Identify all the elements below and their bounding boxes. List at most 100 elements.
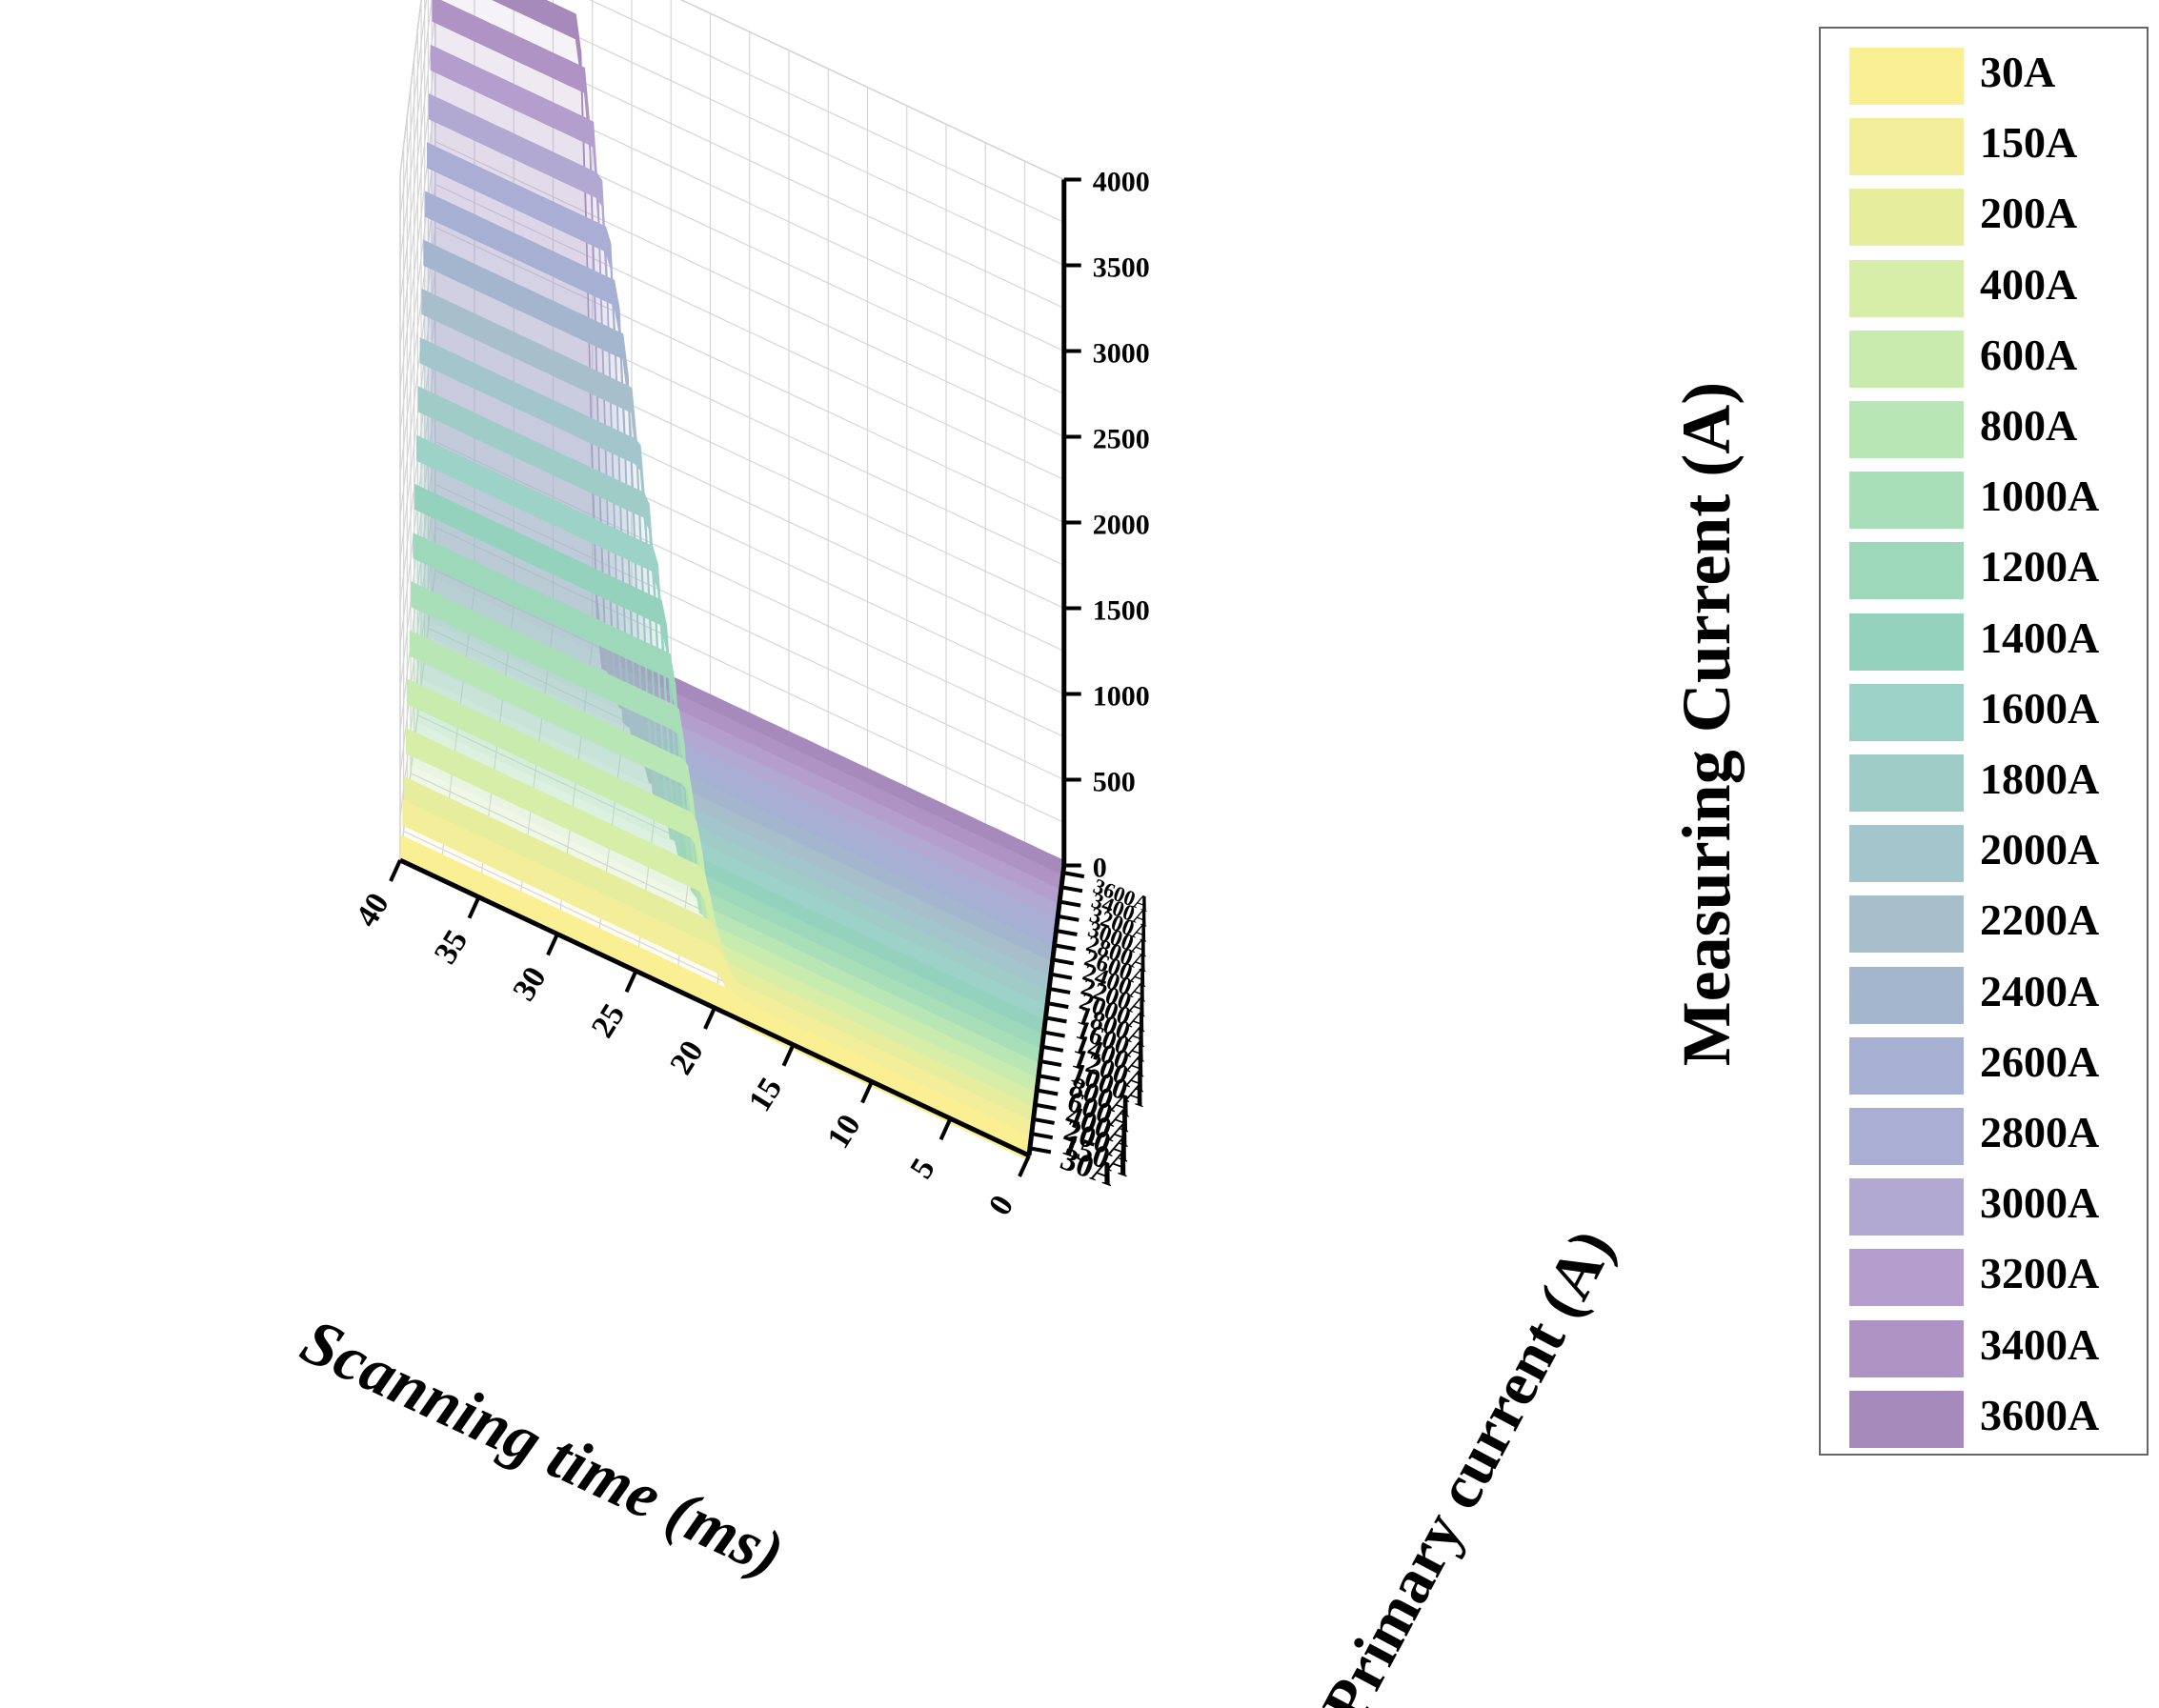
z-tick-label: 1500 — [1093, 595, 1150, 627]
legend-item: 2200A — [1821, 888, 2145, 956]
y-tick-mark — [1036, 1088, 1059, 1096]
legend-swatch — [1849, 259, 1964, 317]
series-curtain-2800A — [427, 155, 1057, 931]
x-axis-title: Scanning time (ms) — [291, 1304, 795, 1590]
y-tick-mark — [1045, 1015, 1067, 1024]
chart-legend: 30A 150A 200A 400A 600A 800A 1000A 1200A 1400A 16… — [1819, 27, 2149, 1456]
y-tick-mark — [1048, 986, 1071, 995]
legend-label: 3000A — [1980, 1178, 2100, 1228]
legend-label: 200A — [1980, 189, 2078, 238]
legend-swatch — [1849, 472, 1964, 530]
series-curtain-3000A — [429, 106, 1059, 916]
x-tick-label: 10 — [820, 1109, 867, 1155]
legend-swatch — [1849, 613, 1964, 671]
y-tick-mark — [1050, 972, 1073, 980]
y-tick-mark — [1056, 929, 1078, 936]
x-tick-label: 0 — [982, 1189, 1020, 1221]
y-tick-mark — [1031, 1132, 1054, 1140]
legend-label: 1800A — [1980, 754, 2100, 803]
grid-line — [399, 0, 1065, 267]
legend-label: 3400A — [1980, 1319, 2100, 1369]
legend-label: 400A — [1980, 259, 2078, 309]
y-axis-title: Primary current (A) — [1309, 1218, 1627, 1708]
y-tick-mark — [1043, 1030, 1065, 1038]
z-tick-label: 2500 — [1093, 424, 1150, 455]
legend-swatch — [1849, 754, 1964, 812]
x-tick-label: 35 — [428, 924, 474, 970]
x-tick-mark — [546, 933, 559, 956]
x-tick-label: 40 — [349, 887, 395, 933]
legend-item: 200A — [1821, 181, 2145, 250]
y-tick-mark — [1059, 899, 1081, 908]
legend-swatch — [1849, 1249, 1964, 1307]
legend-item: 1400A — [1821, 606, 2145, 674]
legend-swatch — [1849, 118, 1964, 176]
y-tick-mark — [1054, 943, 1077, 952]
legend-item: 3600A — [1821, 1383, 2145, 1452]
legend-item: 3000A — [1821, 1171, 2145, 1239]
y-tick-mark — [1060, 885, 1083, 894]
legend-swatch — [1849, 895, 1964, 954]
z-tick-label: 3000 — [1093, 338, 1150, 370]
legend-item: 2600A — [1821, 1030, 2145, 1098]
legend-label: 150A — [1980, 118, 2078, 168]
legend-item: 400A — [1821, 252, 2145, 321]
legend-label: 2800A — [1980, 1108, 2100, 1156]
x-tick-mark — [1018, 1155, 1031, 1177]
legend-label: 600A — [1980, 330, 2078, 379]
z-tick-label: 1000 — [1093, 681, 1150, 713]
legend-label: 1200A — [1980, 542, 2100, 592]
z-tick-label: 4000 — [1093, 167, 1150, 198]
legend-item: 3200A — [1821, 1241, 2145, 1310]
legend-swatch — [1849, 825, 1964, 883]
y-axis-line — [1026, 865, 1067, 1156]
legend-label: 2400A — [1980, 966, 2100, 1015]
series-curtain-400A — [406, 740, 1036, 1105]
legend-item: 600A — [1821, 323, 2145, 392]
legend-label: 1000A — [1980, 472, 2100, 521]
x-tick-label: 20 — [663, 1035, 710, 1080]
x-tick-mark — [781, 1043, 796, 1067]
x-tick-label: 30 — [506, 961, 553, 1007]
z-tick-label: 500 — [1093, 767, 1136, 798]
z-axis-title: Measuring Current (A) — [1668, 382, 1745, 1067]
y-tick-mark — [1046, 1001, 1069, 1010]
legend-item: 3400A — [1821, 1313, 2145, 1381]
legend-label: 1400A — [1980, 613, 2100, 662]
legend-swatch — [1849, 683, 1964, 741]
legend-item: 1200A — [1821, 534, 2145, 603]
legend-label: 2200A — [1980, 895, 2100, 945]
x-tick-mark — [467, 895, 481, 919]
legend-label: 2600A — [1980, 1036, 2100, 1086]
y-tick-mark — [1039, 1059, 1062, 1068]
legend-swatch — [1849, 1319, 1964, 1377]
legend-item: 2000A — [1821, 817, 2145, 886]
legend-swatch — [1849, 542, 1964, 600]
y-tick-mark — [1033, 1116, 1055, 1125]
legend-swatch — [1849, 966, 1964, 1024]
legend-swatch — [1849, 1036, 1964, 1095]
legend-swatch — [1849, 1108, 1964, 1165]
legend-item: 1600A — [1821, 676, 2145, 745]
legend-item: 800A — [1821, 393, 2145, 462]
legend-label: 2000A — [1980, 825, 2100, 874]
legend-swatch — [1849, 1390, 1964, 1448]
legend-item: 150A — [1821, 111, 2145, 179]
series-curtain-1600A — [416, 448, 1046, 1018]
legend-item: 1000A — [1821, 464, 2145, 532]
legend-swatch — [1849, 330, 1964, 388]
y-tick-mark — [1029, 1146, 1052, 1155]
y-tick-mark — [1062, 871, 1085, 879]
x-tick-mark — [938, 1117, 953, 1141]
legend-label: 3600A — [1980, 1390, 2100, 1439]
legend-item: 30A — [1821, 40, 2145, 109]
x-tick-mark — [389, 859, 402, 882]
legend-item: 2800A — [1821, 1100, 2145, 1169]
legend-label: 3200A — [1980, 1249, 2100, 1298]
y-tick-mark — [1038, 1074, 1060, 1082]
legend-swatch — [1849, 189, 1964, 247]
legend-item: 1800A — [1821, 747, 2145, 815]
series-curtain-1800A — [418, 399, 1048, 1004]
x-tick-mark — [860, 1080, 874, 1104]
